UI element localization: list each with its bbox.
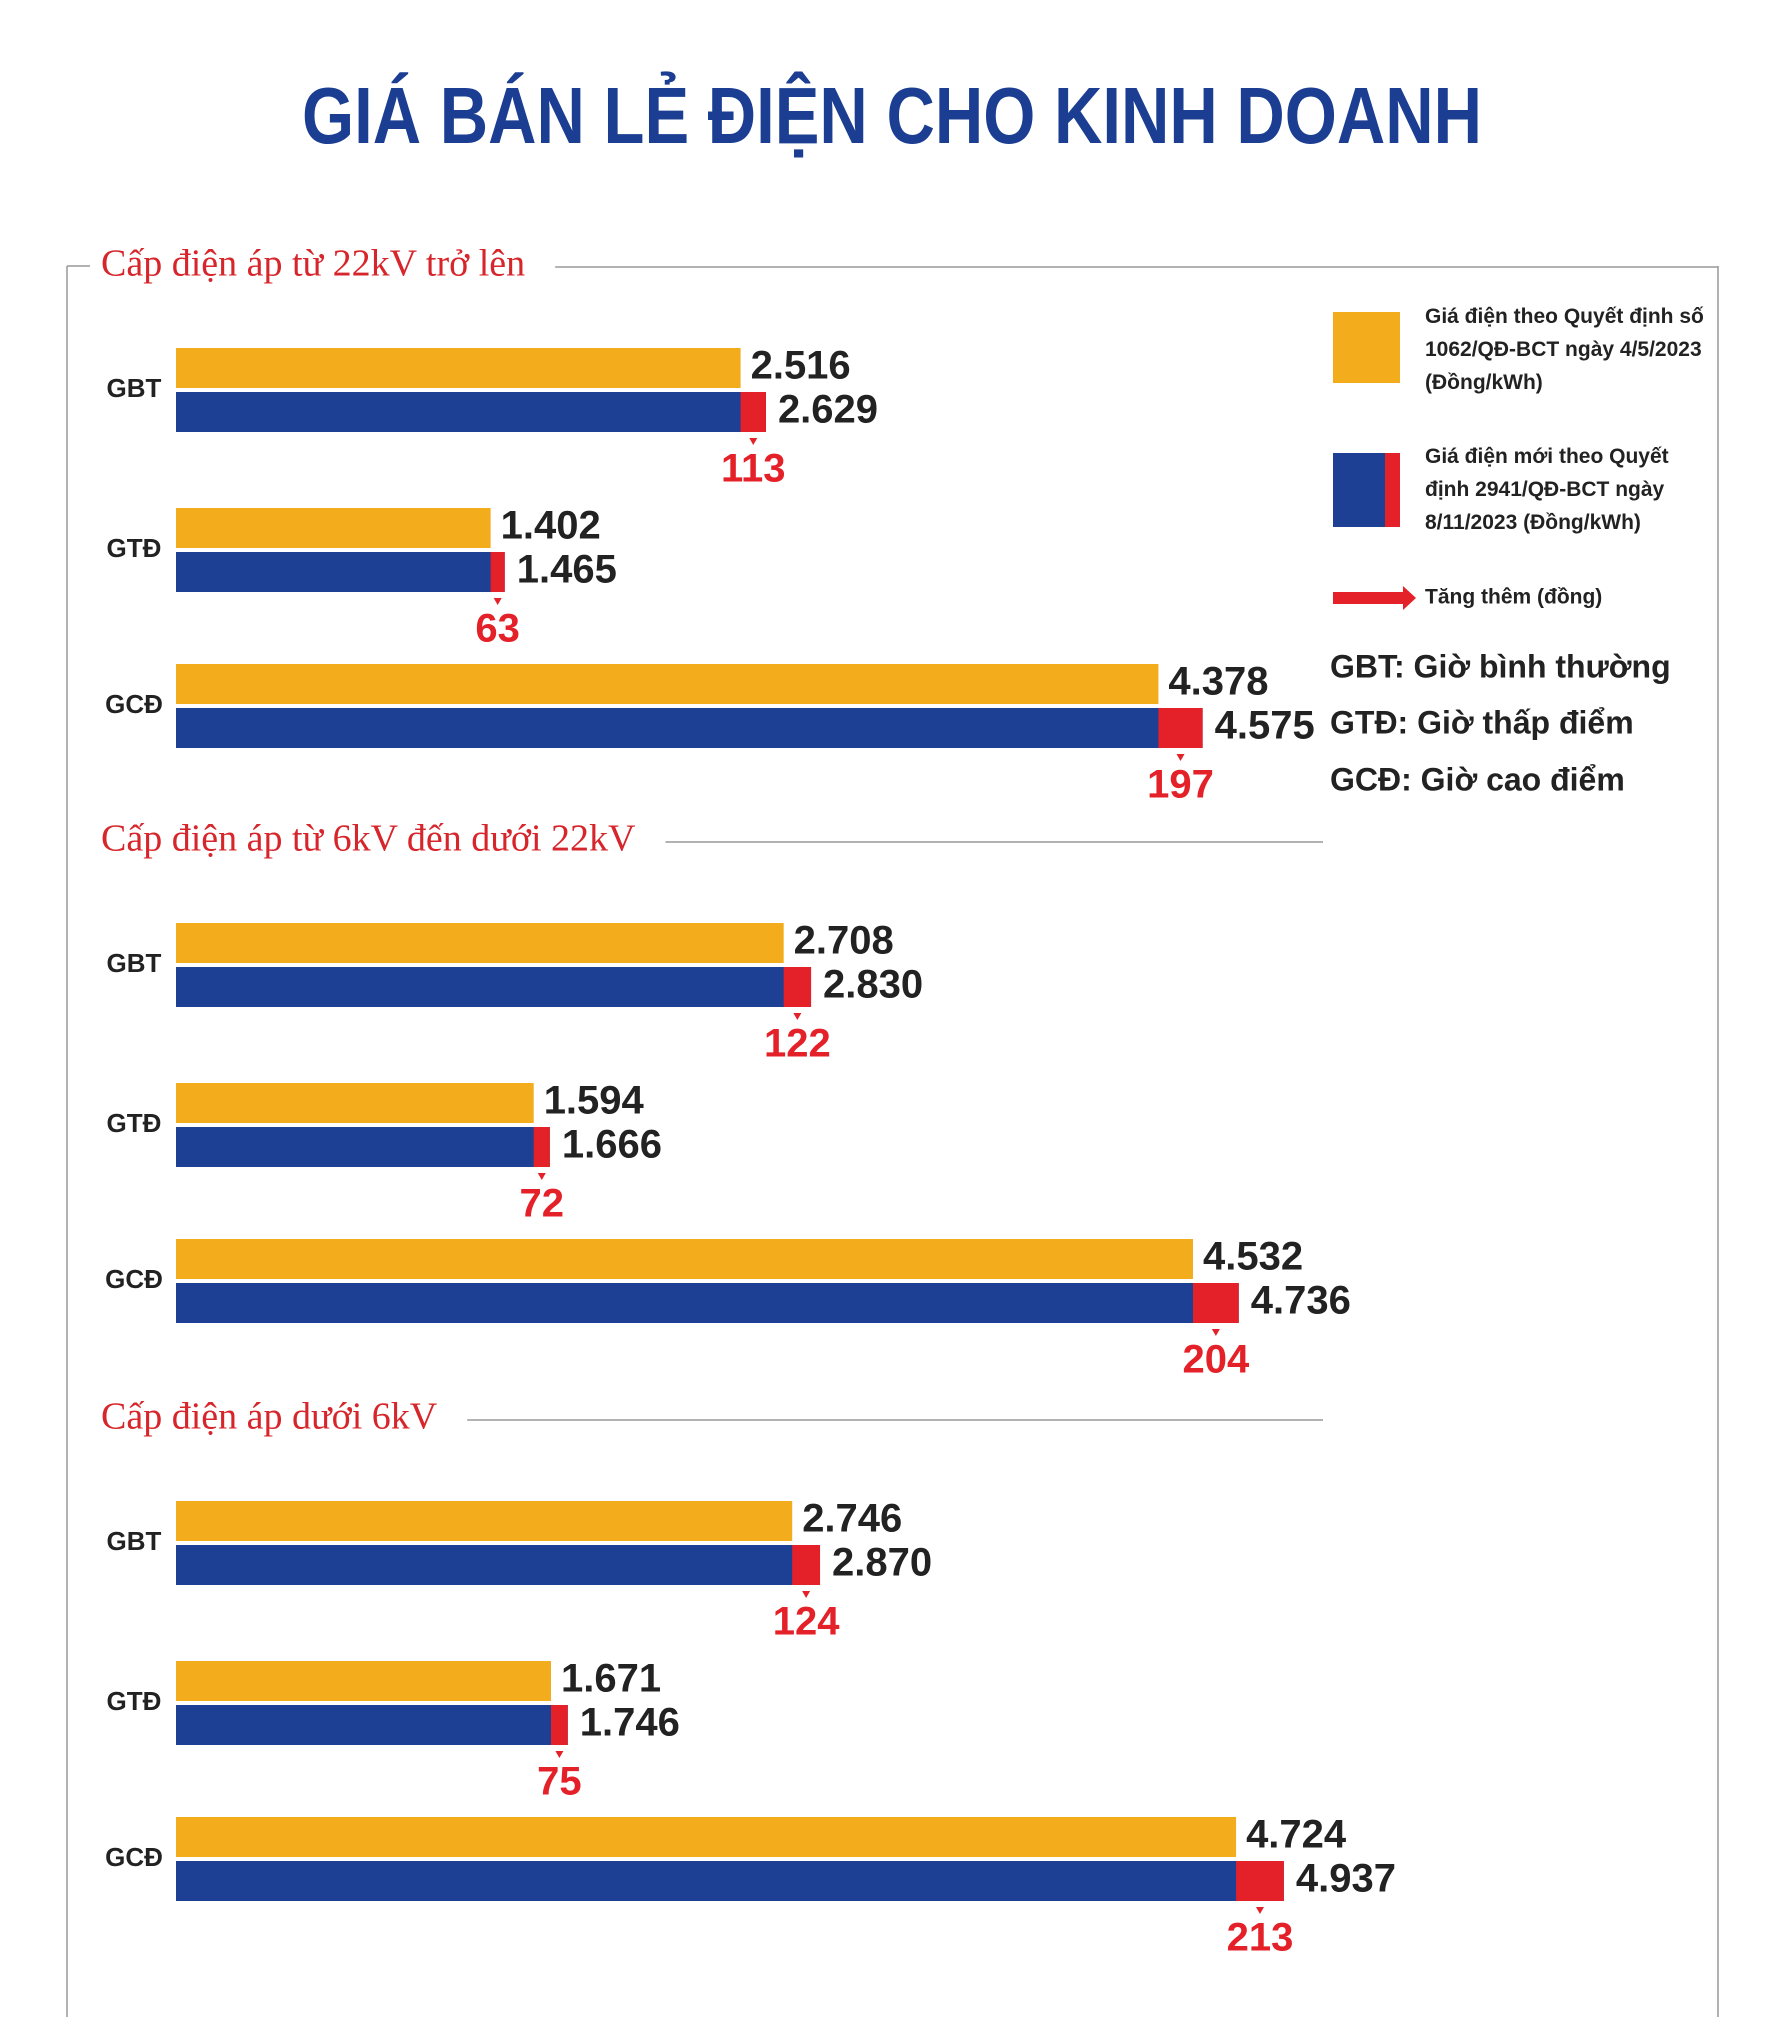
panel-title: Cấp điện áp từ 22kV trở lên — [101, 243, 525, 285]
increase-label: 204 — [1182, 1338, 1249, 1382]
value-label: 4.532 — [1203, 1235, 1303, 1279]
legend-label: Tăng thêm (đồng) — [1425, 586, 1602, 609]
category-label: GCĐ — [105, 1842, 163, 1872]
value-label: 4.724 — [1246, 1813, 1347, 1857]
bar — [176, 1817, 1237, 1857]
bar — [1192, 1283, 1239, 1323]
arrow — [749, 438, 758, 445]
arrow — [802, 1591, 811, 1598]
arrow — [555, 1751, 564, 1758]
bar — [176, 1661, 551, 1701]
arrow — [1176, 754, 1185, 761]
value-label: 4.575 — [1215, 704, 1315, 748]
value-label: 2.830 — [823, 963, 923, 1007]
increase-label: 72 — [520, 1182, 565, 1226]
bar — [490, 552, 505, 592]
arrow — [493, 598, 502, 605]
category-label: GCĐ — [105, 1264, 163, 1294]
value-label: 2.516 — [751, 344, 851, 388]
bar — [176, 552, 505, 592]
bar — [176, 348, 741, 388]
panel-title: Cấp điện áp từ 6kV đến dưới 22kV — [101, 818, 636, 860]
bar — [533, 1127, 550, 1167]
value-label: 4.736 — [1251, 1279, 1351, 1323]
legend-swatch — [1403, 586, 1416, 610]
note: GBT: Giờ bình thường — [1330, 648, 1671, 684]
legend-swatch — [1333, 592, 1403, 604]
category-label: GCĐ — [105, 689, 163, 719]
value-label: 2.708 — [794, 919, 894, 963]
bar — [550, 1705, 568, 1745]
category-label: GBT — [107, 948, 162, 978]
arrow — [537, 1173, 546, 1180]
arrow — [1211, 1329, 1220, 1336]
bar — [176, 967, 812, 1007]
increase-label: 124 — [773, 1600, 840, 1644]
note: GCĐ: Giờ cao điểm — [1330, 761, 1625, 797]
value-label: 1.666 — [562, 1123, 662, 1167]
arrow — [793, 1013, 802, 1020]
increase-label: 213 — [1227, 1916, 1294, 1960]
bar — [1158, 708, 1203, 748]
bar — [783, 967, 812, 1007]
bar — [176, 1239, 1193, 1279]
increase-label: 122 — [764, 1022, 831, 1066]
note: GTĐ: Giờ thấp điểm — [1330, 704, 1634, 740]
bar — [1236, 1861, 1284, 1901]
title: GIÁ BÁN LẺ ĐIỆN CHO KINH DOANH — [302, 71, 1482, 160]
bar — [740, 392, 766, 432]
bar — [176, 1861, 1284, 1901]
bar — [176, 1705, 568, 1745]
value-label: 1.671 — [561, 1657, 661, 1701]
panel-title: Cấp điện áp dưới 6kV — [101, 1396, 438, 1438]
legend-label: Giá điện mới theo Quyết định 2941/QĐ-BCT… — [1425, 445, 1669, 534]
bar — [176, 1501, 793, 1541]
increase-label: 113 — [721, 447, 786, 491]
bar — [176, 1283, 1239, 1323]
increase-label: 75 — [537, 1760, 582, 1804]
value-label: 2.629 — [778, 388, 878, 432]
value-label: 1.746 — [580, 1701, 680, 1745]
category-label: GBT — [107, 373, 162, 403]
legend-swatch — [1385, 453, 1400, 527]
bar — [176, 708, 1203, 748]
bar — [176, 923, 784, 963]
bar — [792, 1545, 821, 1585]
legend-swatch — [1333, 312, 1400, 383]
value-label: 4.378 — [1168, 660, 1268, 704]
increase-label: 197 — [1147, 763, 1214, 807]
value-label: 2.870 — [832, 1541, 932, 1585]
value-label: 4.937 — [1296, 1857, 1396, 1901]
category-label: GTĐ — [107, 1686, 162, 1716]
value-label: 1.402 — [501, 504, 601, 548]
category-label: GTĐ — [107, 533, 162, 563]
bar — [176, 1545, 821, 1585]
value-label: 2.746 — [802, 1497, 902, 1541]
legend: Giá điện theo Quyết định số 1062/QĐ-BCT … — [1425, 305, 1704, 394]
bar — [176, 664, 1159, 704]
legend-label: Giá điện theo Quyết định số 1062/QĐ-BCT … — [1425, 305, 1704, 394]
value-label: 1.594 — [544, 1079, 645, 1123]
category-label: GBT — [107, 1526, 162, 1556]
arrow — [1255, 1907, 1264, 1914]
bar — [176, 508, 491, 548]
value-label: 1.465 — [517, 548, 617, 592]
bar — [176, 1083, 534, 1123]
legend: Giá điện mới theo Quyết định 2941/QĐ-BCT… — [1425, 445, 1669, 534]
bar — [176, 1127, 550, 1167]
bar — [176, 392, 766, 432]
category-label: GTĐ — [107, 1108, 162, 1138]
increase-label: 63 — [475, 607, 520, 651]
